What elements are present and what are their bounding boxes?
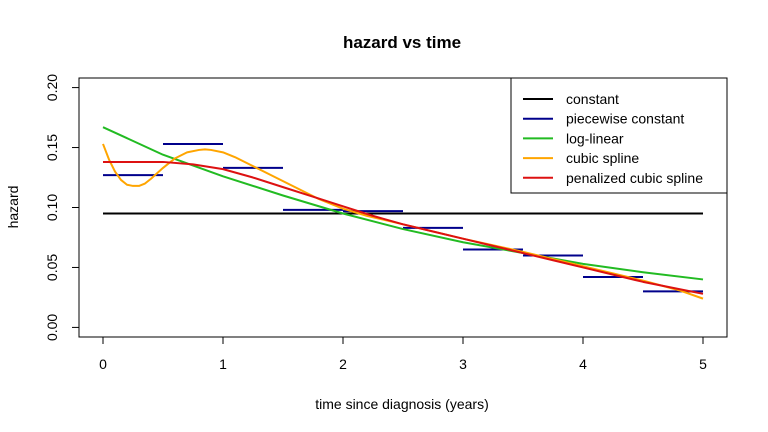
y-axis: 0.00 0.05 0.10 0.15 0.20 (44, 74, 80, 341)
legend-item-cubic-spline: cubic spline (523, 150, 639, 166)
x-tick-label: 1 (219, 356, 227, 372)
series-layer (102, 126, 704, 300)
y-axis-label: hazard (5, 186, 21, 229)
legend: constant piecewise constant log-linear cubi… (510, 77, 728, 194)
y-tick-label: 0.10 (44, 194, 60, 221)
y-tick-label: 0.15 (44, 134, 60, 161)
legend-item-penalized-cubic-spline: penalized cubic spline (523, 170, 703, 186)
y-tick-label: 0.20 (44, 74, 60, 101)
series-penalized-cubic-spline-line (103, 160, 704, 295)
legend-label: constant (566, 91, 619, 107)
x-tick-label: 3 (459, 356, 467, 372)
series-log-linear-line (102, 126, 704, 281)
legend-item-constant: constant (523, 91, 619, 107)
x-axis: 0 1 2 3 4 5 (99, 336, 707, 372)
legend-label: piecewise constant (566, 111, 684, 127)
y-tick-label: 0.05 (44, 254, 60, 281)
legend-item-piecewise-constant: piecewise constant (523, 111, 684, 127)
x-axis-label: time since diagnosis (years) (315, 396, 489, 412)
chart-title: hazard vs time (343, 33, 461, 52)
legend-item-log-linear: log-linear (523, 130, 624, 146)
x-tick-label: 4 (579, 356, 587, 372)
legend-label: cubic spline (566, 150, 639, 166)
y-tick-label: 0.00 (44, 314, 60, 341)
legend-label: penalized cubic spline (566, 170, 703, 186)
x-tick-label: 0 (99, 356, 107, 372)
series-piecewise-constant (103, 142, 703, 293)
x-tick-label: 5 (699, 356, 707, 372)
legend-box (510, 77, 728, 194)
legend-label: log-linear (566, 130, 624, 146)
x-tick-label: 2 (339, 356, 347, 372)
